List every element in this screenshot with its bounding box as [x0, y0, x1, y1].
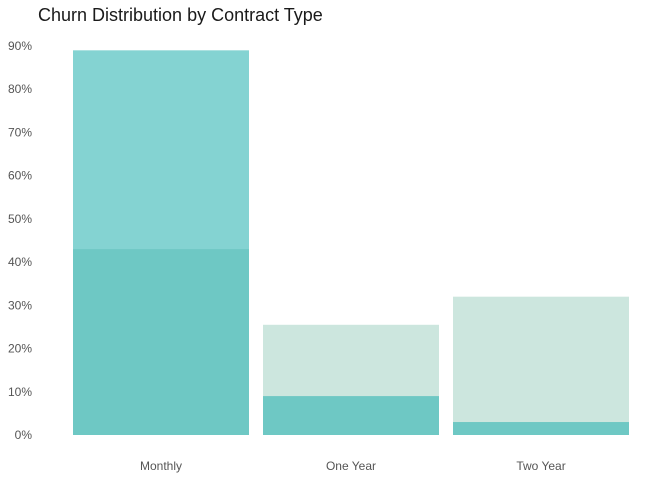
- y-tick-label: 50%: [8, 212, 32, 226]
- y-tick-label: 70%: [8, 125, 32, 139]
- chart-title: Churn Distribution by Contract Type: [38, 5, 323, 25]
- y-tick-label: 10%: [8, 385, 32, 399]
- x-tick-label: Two Year: [516, 459, 565, 473]
- bar-churn-one-year: [263, 396, 439, 435]
- y-tick-label: 90%: [8, 39, 32, 53]
- y-axis: 0% 10% 20% 30% 40% 50% 60% 70% 80% 90%: [8, 39, 32, 442]
- x-axis: Monthly One Year Two Year: [140, 459, 566, 473]
- bars: [73, 50, 629, 435]
- bar-churn-two-year: [453, 422, 629, 435]
- x-tick-label: One Year: [326, 459, 376, 473]
- y-tick-label: 0%: [15, 428, 33, 442]
- x-tick-label: Monthly: [140, 459, 182, 473]
- y-tick-label: 20%: [8, 342, 32, 356]
- bar-churn-monthly: [73, 249, 249, 435]
- y-tick-label: 30%: [8, 298, 32, 312]
- y-tick-label: 80%: [8, 82, 32, 96]
- y-tick-label: 60%: [8, 169, 32, 183]
- bar-total-two-year: [453, 296, 629, 435]
- y-tick-label: 40%: [8, 255, 32, 269]
